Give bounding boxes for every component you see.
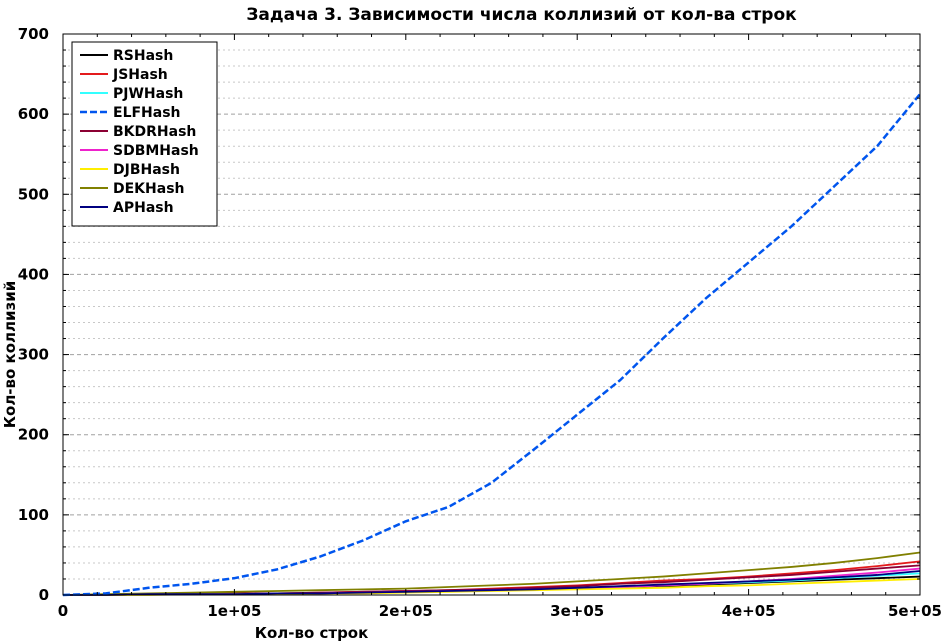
y-tick-label: 600 xyxy=(18,105,49,123)
legend-label-djbhash: DJBHash xyxy=(113,162,180,178)
x-tick-label: 2e+05 xyxy=(379,602,433,620)
series-layer xyxy=(62,93,921,597)
plot-frame xyxy=(62,33,921,596)
y-tick-label: 300 xyxy=(18,346,49,364)
chart-title: Задача 3. Зависимости числа коллизий от … xyxy=(246,5,797,25)
y-tick-label: 500 xyxy=(18,185,49,203)
series-line-dekhash xyxy=(62,551,921,596)
legend-label-rshash: RSHash xyxy=(113,48,173,64)
legend-label-pjwhash: PJWHash xyxy=(113,86,183,102)
x-tick-label: 3e+05 xyxy=(550,602,604,620)
x-axis-ticks: 0 1e+05 2e+05 3e+05 4e+05 5e+05 xyxy=(58,34,942,620)
x-tick-label: 0 xyxy=(58,602,68,620)
x-tick-label: 5e+05 xyxy=(888,602,942,620)
x-axis-label: Кол-во строк xyxy=(255,624,369,642)
series-line-aphash xyxy=(63,570,921,596)
x-tick-label: 1e+05 xyxy=(207,602,261,620)
legend-label-dekhash: DEKHash xyxy=(113,181,185,197)
y-axis-label: Кол-во коллизий xyxy=(1,281,19,429)
legend-label-aphash: APHash xyxy=(113,200,174,216)
legend: RSHash JSHash PJWHash ELFHash BKDRHash SDBMHa… xyxy=(71,41,218,227)
y-axis-ticks: 0 100 200 300 400 500 600 700 xyxy=(18,25,920,604)
legend-label-elfhash: ELFHash xyxy=(113,105,181,121)
x-tick-label: 4e+05 xyxy=(722,602,776,620)
y-tick-label: 200 xyxy=(18,426,49,444)
legend-label-jshash: JSHash xyxy=(112,67,168,83)
legend-label-bkdrhash: BKDRHash xyxy=(113,124,196,140)
y-tick-label: 400 xyxy=(18,265,49,283)
y-tick-label: 100 xyxy=(18,506,49,524)
legend-label-sdbmhash: SDBMHash xyxy=(113,143,199,159)
y-tick-label: 0 xyxy=(39,586,49,604)
series-line-elfhash xyxy=(62,93,921,597)
legend-box xyxy=(71,41,218,227)
y-tick-label: 700 xyxy=(18,25,49,43)
